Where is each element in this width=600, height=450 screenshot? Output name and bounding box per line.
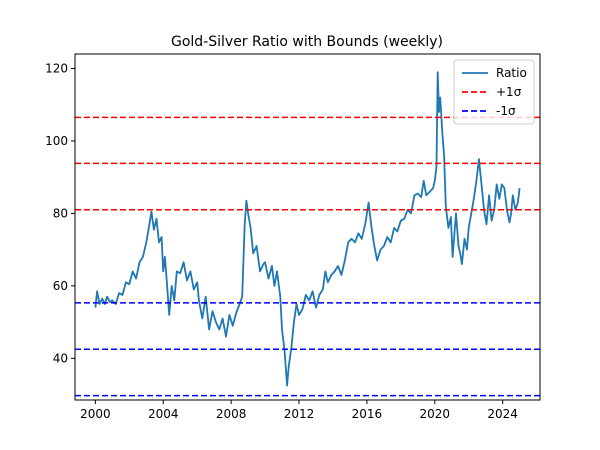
x-tick-label-2012: 2012 bbox=[284, 407, 315, 421]
x-tick-label-2020: 2020 bbox=[420, 407, 451, 421]
x-tick-label-2008: 2008 bbox=[216, 407, 247, 421]
legend: Ratio +1σ -1σ bbox=[453, 59, 535, 125]
y-tick-label-80: 80 bbox=[53, 206, 68, 220]
y-tick-label-120: 120 bbox=[45, 61, 68, 75]
y-tick-label-40: 40 bbox=[53, 351, 68, 365]
x-tick-label-2004: 2004 bbox=[148, 407, 179, 421]
y-tick-label-100: 100 bbox=[45, 134, 68, 148]
y-tick-label-60: 60 bbox=[53, 279, 68, 293]
x-tick-label-2000: 2000 bbox=[80, 407, 111, 421]
axes: 2000 2004 2008 2012 2016 2020 2024 40 60 80 100 120 bbox=[45, 53, 541, 421]
legend-box bbox=[453, 59, 535, 125]
chart-title: Gold-Silver Ratio with Bounds (weekly) bbox=[171, 34, 443, 50]
x-tick-label-2024: 2024 bbox=[487, 407, 518, 421]
ratio-series-line bbox=[94, 71, 521, 387]
legend-label-2: +1σ bbox=[496, 85, 522, 99]
legend-label-3: -1σ bbox=[496, 104, 516, 118]
axes-frame bbox=[74, 53, 541, 401]
x-tick-label-2016: 2016 bbox=[352, 407, 383, 421]
legend-label-1: Ratio bbox=[496, 66, 527, 80]
